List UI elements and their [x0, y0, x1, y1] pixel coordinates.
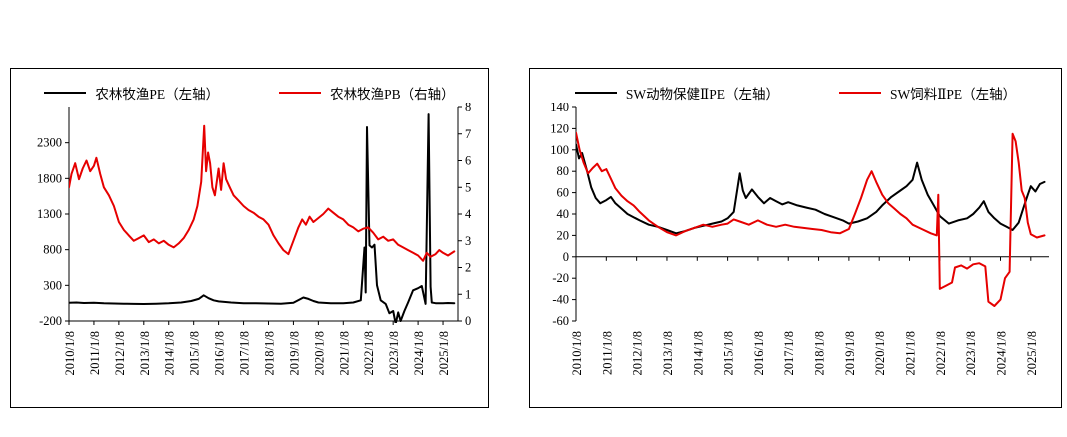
svg-text:2: 2 [465, 261, 471, 275]
black-line-swatch [574, 91, 617, 95]
svg-text:2024/1/8: 2024/1/8 [994, 331, 1008, 375]
svg-text:40: 40 [557, 207, 570, 221]
svg-text:2015/1/8: 2015/1/8 [722, 331, 736, 375]
svg-text:2016/1/8: 2016/1/8 [213, 331, 227, 375]
svg-text:4: 4 [465, 207, 472, 221]
legend-label-pe: 农林牧渔PE（左轴） [95, 87, 220, 102]
svg-text:2011/1/8: 2011/1/8 [88, 331, 102, 375]
svg-text:8: 8 [465, 103, 471, 114]
svg-text:2021/1/8: 2021/1/8 [904, 331, 918, 375]
svg-text:300: 300 [43, 278, 62, 292]
svg-text:2015/1/8: 2015/1/8 [188, 331, 202, 375]
svg-text:2019/1/8: 2019/1/8 [843, 331, 857, 375]
svg-text:140: 140 [550, 103, 569, 114]
svg-text:2024/1/8: 2024/1/8 [412, 331, 426, 375]
svg-text:2017/1/8: 2017/1/8 [238, 331, 252, 375]
svg-text:2019/1/8: 2019/1/8 [287, 331, 301, 375]
legend-item-pe: 农林牧渔PE（左轴） [44, 83, 219, 103]
svg-text:-200: -200 [39, 314, 62, 328]
svg-text:2016/1/8: 2016/1/8 [752, 331, 766, 375]
svg-text:2010/1/8: 2010/1/8 [63, 331, 77, 375]
svg-text:2010/1/8: 2010/1/8 [570, 331, 584, 375]
svg-text:60: 60 [557, 186, 570, 200]
legend-label-animal-health: SW动物保健ⅡPE（左轴） [625, 87, 779, 102]
legend-label-pb: 农林牧渔PB（右轴） [330, 87, 455, 102]
svg-text:2022/1/8: 2022/1/8 [362, 331, 376, 375]
left-chart-legend: 农林牧渔PE（左轴） 农林牧渔PB（右轴） [11, 83, 488, 103]
svg-text:2025/1/8: 2025/1/8 [1025, 331, 1039, 375]
legend-item-pb: 农林牧渔PB（右轴） [279, 83, 455, 103]
svg-text:2020/1/8: 2020/1/8 [312, 331, 326, 375]
red-line-swatch [279, 91, 322, 95]
svg-text:-20: -20 [552, 271, 569, 285]
svg-text:7: 7 [465, 127, 471, 141]
svg-text:2011/1/8: 2011/1/8 [600, 331, 614, 375]
legend-item-animal-health: SW动物保健ⅡPE（左轴） [574, 83, 779, 103]
svg-text:120: 120 [550, 121, 569, 135]
legend-label-feed: SW饲料ⅡPE（左轴） [890, 87, 1017, 102]
red-line-swatch [839, 91, 881, 95]
svg-text:20: 20 [557, 228, 570, 242]
svg-text:2021/1/8: 2021/1/8 [337, 331, 351, 375]
svg-text:2023/1/8: 2023/1/8 [964, 331, 978, 375]
svg-text:0: 0 [465, 314, 471, 328]
svg-text:2012/1/8: 2012/1/8 [113, 331, 127, 375]
svg-text:6: 6 [465, 154, 471, 168]
right-chart-panel: SW动物保健ⅡPE（左轴） SW饲料ⅡPE（左轴） -60 -40 -20 0 20 40… [529, 68, 1062, 408]
legend-item-feed: SW饲料ⅡPE（左轴） [839, 83, 1016, 103]
svg-text:2018/1/8: 2018/1/8 [813, 331, 827, 375]
svg-text:800: 800 [43, 243, 62, 257]
svg-text:3: 3 [465, 234, 471, 248]
left-chart-canvas: -200 300 800 1300 1800 2300 0 1 2 3 4 5 6 7 8 2010/1/8 2… [37, 103, 472, 375]
left-chart-panel: 农林牧渔PE（左轴） 农林牧渔PB（右轴） -200 300 800 1300 1800… [10, 68, 489, 408]
svg-text:2017/1/8: 2017/1/8 [782, 331, 796, 375]
right-chart-canvas: -60 -40 -20 0 20 40 60 80 100 120 140 2010/1/8 2011/… [550, 103, 1049, 375]
svg-text:2020/1/8: 2020/1/8 [873, 331, 887, 375]
svg-text:-60: -60 [552, 314, 569, 328]
svg-text:1800: 1800 [37, 171, 62, 185]
svg-text:2022/1/8: 2022/1/8 [934, 331, 948, 375]
svg-text:2012/1/8: 2012/1/8 [631, 331, 645, 375]
svg-text:2300: 2300 [37, 136, 62, 150]
svg-text:0: 0 [563, 250, 569, 264]
svg-text:2023/1/8: 2023/1/8 [387, 331, 401, 375]
svg-text:100: 100 [550, 143, 569, 157]
svg-text:2014/1/8: 2014/1/8 [691, 331, 705, 375]
svg-text:-40: -40 [552, 293, 569, 307]
right-chart-legend: SW动物保健ⅡPE（左轴） SW饲料ⅡPE（左轴） [530, 83, 1061, 103]
svg-text:80: 80 [557, 164, 570, 178]
svg-text:2025/1/8: 2025/1/8 [437, 331, 451, 375]
svg-text:2014/1/8: 2014/1/8 [163, 331, 177, 375]
svg-text:2013/1/8: 2013/1/8 [661, 331, 675, 375]
svg-text:1: 1 [465, 287, 471, 301]
svg-text:1300: 1300 [37, 207, 62, 221]
svg-text:5: 5 [465, 180, 471, 194]
black-line-swatch [44, 91, 87, 95]
svg-text:2013/1/8: 2013/1/8 [138, 331, 152, 375]
svg-text:2018/1/8: 2018/1/8 [262, 331, 276, 375]
